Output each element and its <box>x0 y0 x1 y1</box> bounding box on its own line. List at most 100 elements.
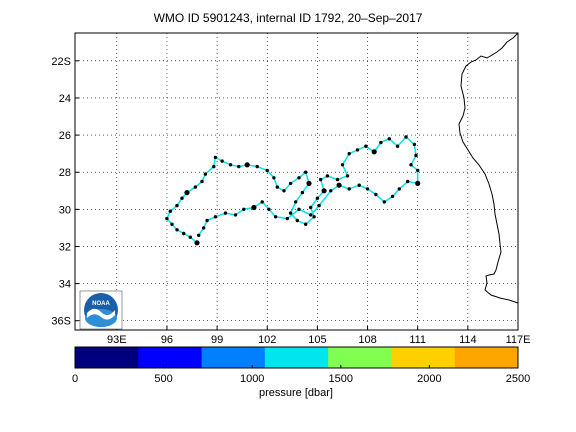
lon-tick-label: 114 <box>459 334 477 346</box>
profile-marker <box>309 213 313 217</box>
profile-marker <box>304 170 308 174</box>
profile-marker <box>265 168 269 173</box>
profile-marker <box>282 189 286 193</box>
colorbar-tick-labels: 0 500 1000 1500 2000 2500 <box>72 365 530 385</box>
profile-marker <box>355 148 360 152</box>
profile-marker <box>335 177 340 182</box>
colorbar-tick-label: 0 <box>72 373 78 385</box>
profile-marker <box>203 172 208 176</box>
profile-marker <box>188 235 192 239</box>
profile-marker <box>288 181 293 186</box>
lat-tick-label: 30 <box>59 204 71 216</box>
profile-marker <box>340 163 345 167</box>
profile-marker <box>175 228 179 232</box>
profile-marker <box>371 149 377 155</box>
lon-tick-label: 111 <box>409 334 426 346</box>
lon-tick-label: 93E <box>107 334 127 346</box>
profile-marker <box>345 174 350 178</box>
colorbar-tick-label: 2500 <box>506 373 530 385</box>
lat-tick-label: 26 <box>59 130 71 142</box>
colorbar-cell <box>201 347 266 368</box>
profile-marker <box>295 218 299 223</box>
profile-marker <box>416 168 420 173</box>
profile-marker <box>288 211 293 215</box>
profile-marker <box>223 211 228 215</box>
noaa-logo-text: NOAA <box>92 301 110 307</box>
colorbar-tick-label: 2000 <box>417 373 441 385</box>
figure-title: WMO ID 5901243, internal ID 1792, 20–Sep… <box>154 11 423 25</box>
profile-marker <box>175 203 179 208</box>
profile-marker <box>297 207 301 211</box>
profile-marker <box>275 185 279 189</box>
profile-marker <box>251 204 257 211</box>
profile-marker <box>409 163 413 167</box>
profile-marker <box>165 216 169 221</box>
latitude-tick-labels: 22S 24 26 28 30 32 34 36S <box>51 56 71 328</box>
lon-tick-label: 96 <box>161 334 173 346</box>
profile-marker <box>242 207 246 211</box>
australia-coastline <box>458 32 519 304</box>
lon-tick-label: 99 <box>211 334 223 346</box>
profile-marker <box>321 188 327 194</box>
profile-marker <box>412 142 417 147</box>
map-panel: 93E 96 99 102 105 108 111 114 117E 22S 24 26 28 30 32… <box>51 32 530 346</box>
profile-marker <box>244 162 250 168</box>
profile-marker <box>220 159 224 163</box>
profile-marker <box>197 233 201 237</box>
profile-marker <box>213 215 218 219</box>
colorbar-cell <box>391 347 456 368</box>
profile-marker <box>273 215 278 219</box>
lat-tick-label: 36S <box>51 316 71 328</box>
profile-marker <box>364 144 368 148</box>
colorbar-cell <box>328 347 392 368</box>
profile-marker <box>168 209 172 213</box>
profile-marker <box>194 240 200 246</box>
colorbar-frame <box>74 346 519 369</box>
profile-marker <box>329 189 333 193</box>
profile-marker <box>406 179 410 184</box>
profile-marker <box>312 215 316 219</box>
profile-marker <box>193 185 198 189</box>
longitude-tick-labels: 93E 96 99 102 105 108 111 114 117E <box>107 334 530 346</box>
profile-marker <box>267 207 271 211</box>
colorbar-label: pressure [dbar] <box>259 387 333 399</box>
lon-tick-label: 102 <box>258 334 276 346</box>
colorbar-tick-label: 1500 <box>329 373 353 385</box>
profile-marker <box>317 203 321 208</box>
profile-marker <box>237 164 241 169</box>
profile-marker <box>285 216 289 221</box>
profile-marker <box>379 140 383 145</box>
profile-marker <box>357 183 361 187</box>
profile-marker <box>395 144 400 148</box>
profile-marker <box>374 192 378 197</box>
profile-marker <box>205 218 209 223</box>
profile-marker <box>228 163 233 167</box>
profile-marker <box>390 194 395 199</box>
profile-marker <box>297 176 301 180</box>
profile-marker <box>414 153 418 158</box>
profile-marker <box>233 213 238 217</box>
profile-marker <box>347 187 351 191</box>
profile-marker <box>415 180 421 186</box>
colorbar-tick-label: 1000 <box>240 373 264 385</box>
colorbar-cell <box>264 347 329 368</box>
profile-marker <box>300 190 305 195</box>
colorbar-cell <box>75 347 139 368</box>
lat-tick-label: 32 <box>59 241 71 253</box>
profile-marker <box>306 180 312 186</box>
colorbar-cell <box>138 347 203 368</box>
profile-marker <box>182 231 186 236</box>
colorbar-cell <box>454 347 519 368</box>
lon-tick-label: 108 <box>358 334 376 346</box>
profile-marker <box>213 155 218 160</box>
colorbar-cells <box>75 347 519 368</box>
lat-tick-label: 24 <box>59 93 71 105</box>
profile-marker <box>272 176 276 180</box>
lon-tick-label: 117E <box>506 334 531 346</box>
profile-marker <box>260 200 264 204</box>
pressure-colorbar: 0 500 1000 1500 2000 2500 pressure [dbar] <box>72 346 530 399</box>
profile-marker <box>404 135 408 139</box>
profile-marker <box>200 179 204 184</box>
profile-marker <box>184 190 190 196</box>
